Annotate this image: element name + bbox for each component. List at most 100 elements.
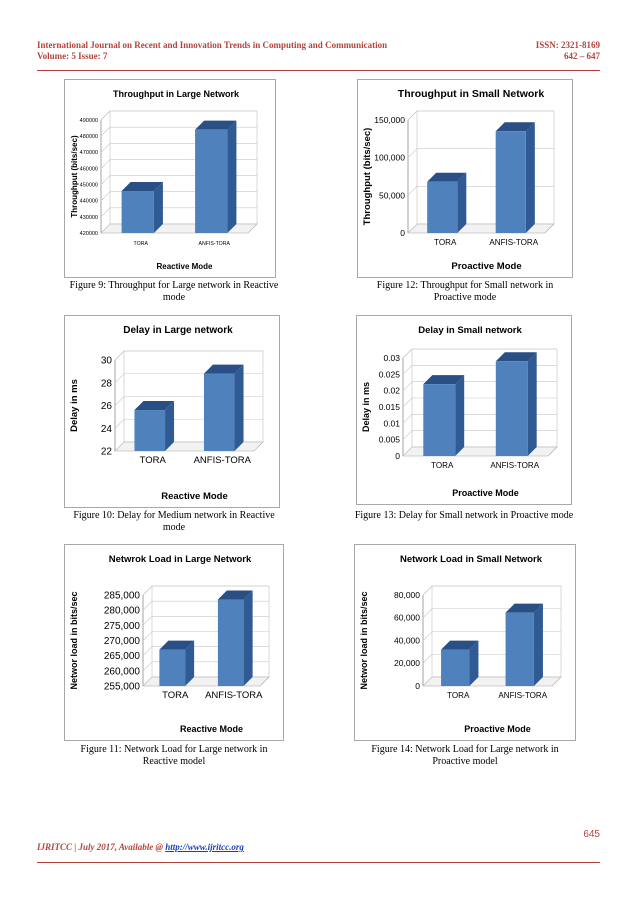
bar [134, 401, 175, 451]
y-tick-label: 480000 [80, 134, 98, 140]
bar [217, 590, 253, 686]
x-tick-label: ANFIS-TORA [198, 241, 230, 247]
y-tick-label: 0 [400, 228, 405, 238]
y-tick-label: 490000 [80, 118, 98, 124]
issn: ISSN: 2321-8169 [535, 40, 600, 50]
page-number: 645 [583, 829, 600, 840]
chart-svg: 420000 430000 440000 450000 460000 470000 4800… [70, 89, 258, 271]
chart-title: Delay in Large network [123, 325, 233, 336]
x-tick-label: ANFIS-TORA [489, 238, 538, 247]
bar [441, 640, 479, 686]
y-tick-label: 270,000 [104, 636, 141, 647]
y-axis-label: Delay in ms [361, 382, 371, 432]
chart-svg: 0 50,000 100,000 150,000 TORA ANFIS-TORA Throu… [362, 88, 555, 272]
y-tick-label: 275,000 [104, 621, 141, 632]
gridline [407, 110, 554, 121]
bar [195, 120, 237, 233]
y-tick-label: 265,000 [104, 651, 141, 662]
journal-header: International Journal on Recent and Inno… [37, 40, 387, 62]
y-tick-label: 430000 [80, 215, 98, 221]
x-axis-label: Proactive Mode [451, 261, 521, 272]
journal-link[interactable]: http://www.ijritcc.org [165, 842, 244, 852]
x-tick-label: TORA [431, 461, 454, 470]
y-tick-label: 420000 [80, 231, 98, 237]
bar [121, 182, 163, 233]
chart-title: Network Load in Small Network [400, 554, 543, 565]
chart-svg: 0 20,000 40,000 60,000 80,000 TORA ANFIS-TORA N… [359, 554, 562, 734]
x-tick-label: ANFIS-TORA [498, 691, 547, 700]
y-tick-label: 0 [395, 451, 400, 461]
y-tick-label: 0.02 [383, 386, 400, 396]
chart-svg: 0 0.005 0.01 0.015 0.02 0.025 0.03 TORA ANFIS-TO… [361, 325, 558, 498]
gridline [114, 350, 263, 361]
journal-title: International Journal on Recent and Inno… [37, 40, 388, 50]
y-axis-label: Throughput (bits/sec) [362, 128, 373, 226]
figure-caption: Figure 14: Network Load for Large networ… [371, 744, 559, 767]
x-tick-label: TORA [162, 690, 189, 701]
y-axis-label: Delay in ms [69, 379, 80, 432]
y-tick-label: 150,000 [374, 115, 405, 125]
x-axis-label: Proactive Mode [464, 724, 531, 734]
y-tick-label: 0.03 [383, 353, 400, 363]
x-tick-label: ANFIS-TORA [205, 690, 263, 701]
chart-throughput-large: 420000 430000 440000 450000 460000 470000 4800… [64, 79, 276, 278]
bar [427, 172, 467, 233]
figure-caption: Figure 9: Throughput for Large network i… [69, 280, 279, 303]
footer-rule [37, 862, 600, 863]
y-tick-label: 285,000 [104, 591, 141, 602]
y-tick-label: 0.025 [379, 369, 401, 379]
x-axis-label: Reactive Mode [180, 724, 243, 734]
y-tick-label: 0.01 [383, 418, 400, 428]
y-tick-label: 255,000 [104, 682, 141, 693]
x-tick-label: TORA [434, 238, 457, 247]
chart-delay-small: 0 0.005 0.01 0.015 0.02 0.025 0.03 TORA ANFIS-TO… [356, 315, 572, 505]
y-tick-label: 0.005 [379, 435, 401, 445]
x-axis-label: Reactive Mode [156, 262, 213, 271]
bar [495, 352, 537, 456]
y-tick-label: 80,000 [394, 590, 420, 600]
chart-load-small: 0 20,000 40,000 60,000 80,000 TORA ANFIS-TORA N… [354, 544, 576, 741]
y-axis-label: Throughput (bits/sec) [70, 135, 79, 218]
bar [423, 375, 465, 456]
y-tick-label: 28 [101, 378, 113, 389]
y-tick-label: 20,000 [394, 658, 420, 668]
y-tick-label: 450000 [80, 182, 98, 188]
y-tick-label: 0.015 [379, 402, 401, 412]
gridline [100, 110, 257, 121]
x-axis-label: Proactive Mode [452, 488, 519, 498]
chart-title: Throughput in Small Network [398, 88, 545, 100]
chart-delay-large: 22 24 26 28 30 TORA ANFIS-TORA Delay in Large n… [64, 315, 280, 508]
bar [203, 364, 244, 451]
y-tick-label: 260,000 [104, 666, 141, 677]
chart-title: Netwrok Load in Large Network [109, 554, 252, 565]
footer-prefix: IJRITCC | July 2017, Available @ [37, 842, 166, 852]
y-tick-label: 470000 [80, 150, 98, 156]
chart-svg: 255,000 260,000 265,000 270,000 275,000 280,0… [69, 554, 270, 734]
figure-caption: Figure 11: Network Load for Large networ… [80, 744, 268, 767]
y-tick-label: 440000 [80, 199, 98, 205]
y-axis-label: Networ load in bits/sec [359, 591, 369, 689]
chart-title: Delay in Small network [418, 325, 522, 336]
x-tick-label: TORA [140, 455, 167, 466]
x-axis-label: Reactive Mode [161, 491, 228, 502]
y-tick-label: 0 [415, 681, 420, 691]
y-tick-label: 50,000 [379, 190, 405, 200]
x-tick-label: ANFIS-TORA [194, 455, 252, 466]
y-tick-label: 460000 [80, 166, 98, 172]
journal-volume: Volume: 5 Issue: 7 [37, 51, 108, 61]
chart-throughput-small: 0 50,000 100,000 150,000 TORA ANFIS-TORA Throu… [357, 79, 573, 278]
footer-text: IJRITCC | July 2017, Available @ http://… [37, 842, 244, 852]
y-tick-label: 30 [101, 356, 113, 367]
issn-header: ISSN: 2321-8169 642 – 647 [536, 40, 600, 62]
header-rule [37, 70, 600, 71]
chart-title: Throughput in Large Network [113, 89, 240, 99]
y-tick-label: 26 [101, 401, 113, 412]
bar [495, 122, 535, 233]
figure-caption: Figure 13: Delay for Small network in Pr… [354, 510, 574, 521]
x-tick-label: ANFIS-TORA [490, 461, 539, 470]
chart-svg: 22 24 26 28 30 TORA ANFIS-TORA Delay in Large n… [69, 325, 264, 502]
bar [505, 603, 543, 686]
figure-caption: Figure 12: Throughput for Small network … [376, 280, 554, 303]
x-tick-label: TORA [134, 241, 149, 247]
y-tick-label: 280,000 [104, 606, 141, 617]
